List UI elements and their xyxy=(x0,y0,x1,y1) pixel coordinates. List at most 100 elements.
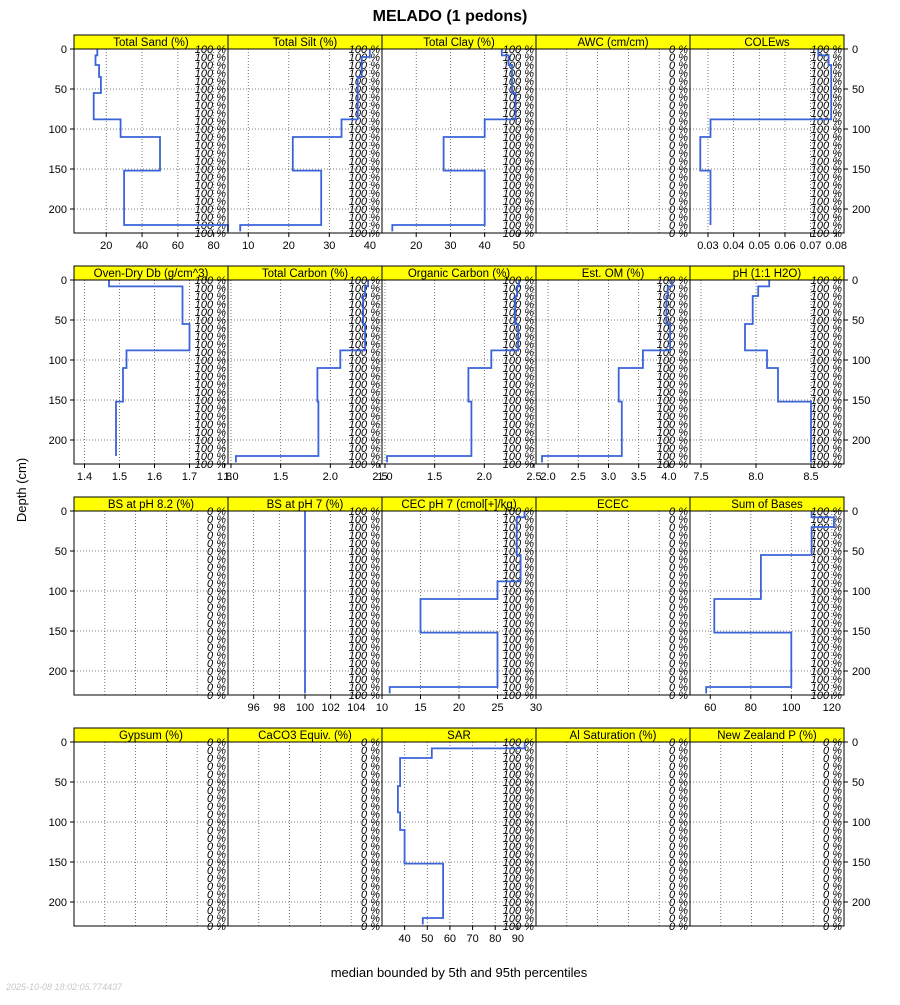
pct-label: 0 % xyxy=(669,849,688,861)
pct-label: 100 % xyxy=(657,403,688,415)
x-tick-label: 1.4 xyxy=(77,471,92,483)
x-tick-label: 80 xyxy=(745,702,757,714)
pct-label: 100 % xyxy=(503,873,534,885)
pct-label: 100 % xyxy=(503,737,534,749)
pct-label: 100 % xyxy=(349,562,380,574)
pct-label: 100 % xyxy=(503,618,534,630)
pct-label: 0 % xyxy=(361,889,380,901)
pct-label: 100 % xyxy=(811,172,842,184)
panel-title: ECEC xyxy=(597,499,629,511)
pct-label: 100 % xyxy=(503,753,534,765)
y-tick-label: 50 xyxy=(852,315,864,327)
pct-label: 100 % xyxy=(811,291,842,303)
pct-label: 100 % xyxy=(811,506,842,518)
pct-label: 0 % xyxy=(669,777,688,789)
x-tick-label: 40 xyxy=(479,240,491,252)
pct-label: 100 % xyxy=(195,371,226,383)
pct-label: 0 % xyxy=(669,172,688,184)
pct-label: 100 % xyxy=(503,546,534,558)
pct-label: 100 % xyxy=(811,403,842,415)
pct-label: 100 % xyxy=(503,769,534,781)
y-axis-label: Depth (cm) xyxy=(14,458,29,522)
pct-label: 0 % xyxy=(669,188,688,200)
x-tick-label: 0.06 xyxy=(774,240,795,252)
pct-label: 0 % xyxy=(669,674,688,686)
pct-label: 100 % xyxy=(811,570,842,582)
pct-label: 100 % xyxy=(657,443,688,455)
pct-label: 100 % xyxy=(503,801,534,813)
x-tick-label: 0.05 xyxy=(749,240,770,252)
pct-label: 100 % xyxy=(195,92,226,104)
pct-label: 0 % xyxy=(823,849,842,861)
x-tick-label: 60 xyxy=(444,933,456,945)
profile-line xyxy=(391,49,517,232)
pct-label: 100 % xyxy=(195,76,226,88)
pct-label: 100 % xyxy=(503,506,534,518)
x-tick-label: 1.8 xyxy=(217,471,232,483)
pct-label: 0 % xyxy=(207,913,226,925)
pct-label: 0 % xyxy=(207,777,226,789)
pct-label: 100 % xyxy=(503,825,534,837)
x-tick-label: 30 xyxy=(530,702,542,714)
pct-label: 0 % xyxy=(669,913,688,925)
pct-label: 0 % xyxy=(669,148,688,160)
pct-label: 100 % xyxy=(811,347,842,359)
pct-label: 100 % xyxy=(503,809,534,821)
pct-label: 0 % xyxy=(207,674,226,686)
pct-label: 0 % xyxy=(361,785,380,797)
pct-label: 100 % xyxy=(349,658,380,670)
pct-label: 100 % xyxy=(195,196,226,208)
pct-label: 100 % xyxy=(811,124,842,136)
pct-label: 100 % xyxy=(195,204,226,216)
pct-label: 100 % xyxy=(657,283,688,295)
panel-frame xyxy=(227,741,383,927)
pct-label: 0 % xyxy=(669,642,688,654)
pct-label: 100 % xyxy=(195,164,226,176)
pct-label: 100 % xyxy=(195,323,226,335)
pct-label: 100 % xyxy=(349,52,380,64)
pct-label: 0 % xyxy=(207,905,226,917)
pct-label: 0 % xyxy=(669,857,688,869)
pct-label: 100 % xyxy=(503,299,534,311)
pct-label: 100 % xyxy=(657,411,688,423)
pct-label: 0 % xyxy=(669,833,688,845)
panels-group: Total Sand (%)100 %100 %100 %100 %100 %1… xyxy=(49,34,870,945)
pct-label: 100 % xyxy=(503,857,534,869)
pct-label: 0 % xyxy=(207,745,226,757)
x-tick-label: 120 xyxy=(823,702,841,714)
pct-label: 0 % xyxy=(207,546,226,558)
pct-label: 100 % xyxy=(503,913,534,925)
x-tick-label: 40 xyxy=(364,240,376,252)
panel-title: New Zealand P (%) xyxy=(717,730,817,742)
panel-frame xyxy=(535,741,691,927)
pct-label: 100 % xyxy=(349,156,380,168)
pct-label: 100 % xyxy=(349,586,380,598)
pct-label: 100 % xyxy=(349,140,380,152)
pct-label: 100 % xyxy=(349,626,380,638)
y-tick-label: 0 xyxy=(61,275,67,287)
pct-label: 100 % xyxy=(503,562,534,574)
pct-label: 100 % xyxy=(503,419,534,431)
pct-label: 100 % xyxy=(811,140,842,152)
panel-title: Organic Carbon (%) xyxy=(408,268,510,280)
profile-line xyxy=(108,280,191,456)
pct-label: 100 % xyxy=(195,411,226,423)
pct-label: 100 % xyxy=(503,594,534,606)
profile-line xyxy=(92,49,229,232)
pct-label: 100 % xyxy=(195,60,226,72)
pct-label: 100 % xyxy=(811,546,842,558)
pct-label: 0 % xyxy=(207,753,226,765)
pct-label: 0 % xyxy=(669,905,688,917)
pct-label: 0 % xyxy=(669,634,688,646)
x-tick-label: 4.0 xyxy=(661,471,676,483)
pct-label: 100 % xyxy=(195,355,226,367)
x-tick-label: 0.07 xyxy=(800,240,821,252)
pct-label: 0 % xyxy=(669,578,688,590)
pct-label: 100 % xyxy=(503,777,534,789)
x-tick-label: 3.0 xyxy=(601,471,616,483)
pct-label: 0 % xyxy=(207,889,226,901)
pct-label: 100 % xyxy=(503,905,534,917)
y-tick-label: 200 xyxy=(852,897,870,909)
pct-label: 100 % xyxy=(195,180,226,192)
pct-label: 100 % xyxy=(349,387,380,399)
